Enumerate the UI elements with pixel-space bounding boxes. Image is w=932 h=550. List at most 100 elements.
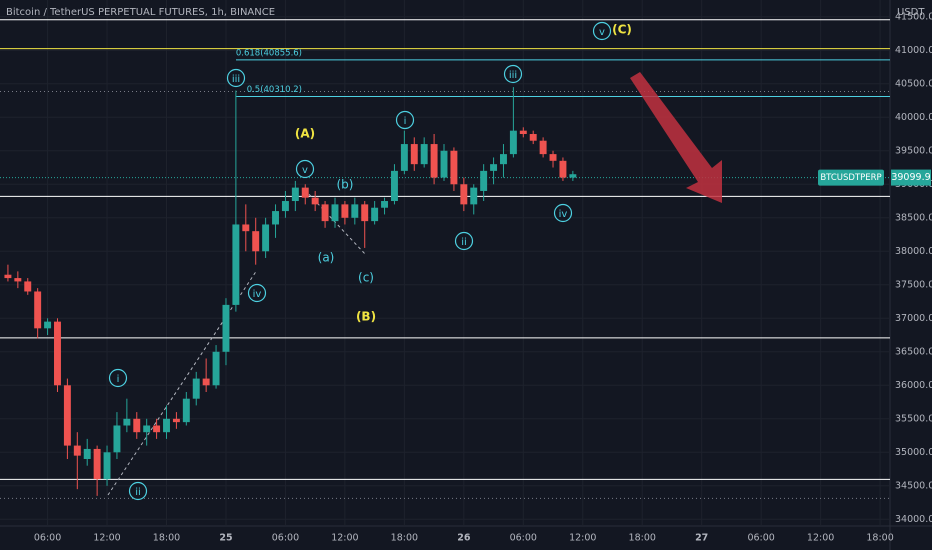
candle-body (93, 448, 101, 480)
y-tick-label: 37500.0 (895, 279, 932, 290)
y-tick-label: 34500.0 (895, 480, 932, 491)
y-tick-label: 35000.0 (895, 447, 932, 458)
wave-label: iv (559, 209, 568, 220)
candle-body (252, 231, 260, 252)
candle-body (460, 184, 468, 205)
candle-body (103, 452, 111, 480)
candle-body (291, 187, 299, 202)
candle-body (430, 144, 438, 178)
wave-label: (a) (318, 251, 335, 265)
candle-body (480, 170, 488, 191)
price-box (891, 169, 931, 186)
y-tick-label: 38500.0 (895, 212, 932, 223)
candle-body (281, 201, 289, 212)
candle-body (143, 425, 151, 433)
candle-body (153, 425, 161, 433)
x-tick-label: 12:00 (93, 533, 120, 544)
y-tick-label: 37000.0 (895, 313, 932, 324)
wave-circle (395, 110, 415, 130)
candle-body (83, 448, 91, 459)
candle-body (4, 274, 12, 279)
y-tick-label: 39500.0 (895, 145, 932, 156)
wave-circle (128, 481, 148, 501)
candle-body (450, 150, 458, 185)
wave-label: i (117, 374, 120, 385)
candle-body (321, 204, 329, 222)
candle-body (24, 281, 32, 292)
candle-body (192, 378, 200, 399)
candle-body (400, 144, 408, 171)
x-tick-label: 18:00 (866, 533, 893, 544)
candle-body (113, 425, 121, 453)
x-tick-label: 06:00 (510, 533, 537, 544)
candle-body (539, 140, 547, 155)
candle-body (202, 378, 210, 386)
candle-body (351, 204, 359, 218)
candle-body (232, 224, 240, 305)
candle-body (490, 164, 498, 171)
x-tick-label: 06:00 (34, 533, 61, 544)
wave-label: iii (509, 70, 517, 81)
axes: 34000.0 34500.0 35000.0 35500.0 36000.0 36500… (34, 11, 932, 543)
candle-body (519, 130, 527, 135)
candles (4, 87, 577, 496)
candle-body (301, 187, 309, 198)
wave-label: v (599, 27, 605, 38)
candle-body (34, 291, 42, 329)
candle-body (54, 321, 61, 386)
candle-body (133, 418, 141, 433)
candle-body (559, 160, 567, 178)
x-tick-label: 12:00 (569, 533, 596, 544)
x-tick-label: 25 (219, 533, 232, 544)
candle-body (242, 224, 250, 232)
wave-label: v (302, 165, 308, 176)
y-tick-label: 41500.0 (895, 11, 932, 22)
candle-body (272, 211, 279, 225)
x-tick-label: 26 (457, 533, 471, 544)
candle-body (420, 144, 428, 165)
candle-body (509, 130, 517, 155)
candle-body (262, 224, 270, 252)
wave-circle (553, 203, 573, 223)
candle-body (163, 418, 170, 433)
candle-body (549, 154, 557, 161)
candle-body (73, 445, 81, 456)
wave-label: ii (135, 487, 141, 498)
candle-body (381, 201, 389, 208)
candle-body (440, 150, 448, 178)
wave-label: (b) (337, 178, 354, 192)
wave-circle (108, 368, 128, 388)
x-tick-label: 06:00 (747, 533, 774, 544)
last-price-label: 39099.9 (891, 172, 930, 183)
candle-body (123, 418, 131, 426)
x-tick-label: 27 (695, 533, 708, 544)
candle-body (470, 187, 478, 205)
x-tick-label: 18:00 (153, 533, 180, 544)
candle-body (341, 204, 349, 218)
wave-label: (B) (356, 310, 376, 324)
wave-circle (226, 68, 246, 88)
wave-label: (A) (295, 127, 315, 141)
x-tick-label: 18:00 (391, 533, 418, 544)
x-tick-label: 18:00 (629, 533, 656, 544)
x-tick-label: 12:00 (331, 533, 358, 544)
symbol-label: BTCUSDTPERP (820, 173, 881, 183)
chart-title: Bitcoin / TetherUS PERPETUAL FUTURES, 1h… (6, 7, 275, 18)
candle-body (182, 398, 190, 423)
wave-label: i (404, 116, 407, 127)
wave-circle (454, 231, 474, 251)
y-tick-label: 40000.0 (895, 112, 932, 123)
candle-body (222, 304, 230, 352)
candle-body (529, 134, 537, 141)
candle-body (390, 170, 398, 202)
candle-body (569, 174, 577, 178)
candle-body (14, 278, 22, 282)
wave-circle (295, 159, 315, 179)
levels: 0.618(40855.6) 0.5(40310.2) (0, 19, 890, 499)
wave-label: iv (253, 289, 262, 300)
y-tick-label: 36500.0 (895, 346, 932, 357)
candle-body (172, 418, 180, 423)
y-tick-label: 41000.0 (895, 45, 932, 56)
symbol-box (818, 169, 884, 186)
